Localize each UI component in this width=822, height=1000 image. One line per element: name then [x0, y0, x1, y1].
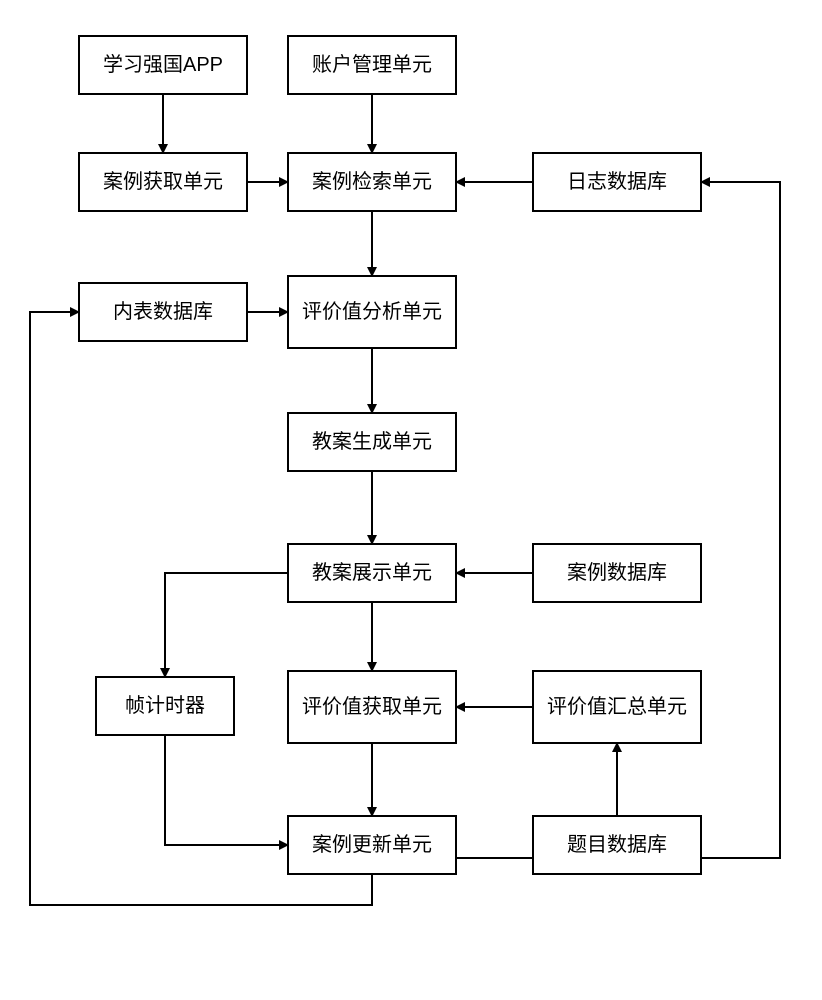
flowchart-node-n6: 内表数据库 [78, 282, 248, 342]
flowchart-node-n7: 评价值分析单元 [287, 275, 457, 349]
flowchart-node-n15: 题目数据库 [532, 815, 702, 875]
flowchart-node-n13: 评价值汇总单元 [532, 670, 702, 744]
flowchart-node-n12: 评价值获取单元 [287, 670, 457, 744]
flowchart-node-n8: 教案生成单元 [287, 412, 457, 472]
flowchart-node-n9: 教案展示单元 [287, 543, 457, 603]
flowchart-node-n2: 账户管理单元 [287, 35, 457, 95]
flowchart-node-n14: 案例更新单元 [287, 815, 457, 875]
flowchart-node-n5: 日志数据库 [532, 152, 702, 212]
edge-n11-n14 [165, 736, 287, 845]
edge-n9-n11 [165, 573, 287, 676]
flowchart-node-n1: 学习强国APP [78, 35, 248, 95]
edge-n14-n5 [457, 182, 780, 858]
flowchart-node-n3: 案例获取单元 [78, 152, 248, 212]
flowchart-node-n11: 帧计时器 [95, 676, 235, 736]
flowchart-node-n4: 案例检索单元 [287, 152, 457, 212]
flowchart-node-n10: 案例数据库 [532, 543, 702, 603]
